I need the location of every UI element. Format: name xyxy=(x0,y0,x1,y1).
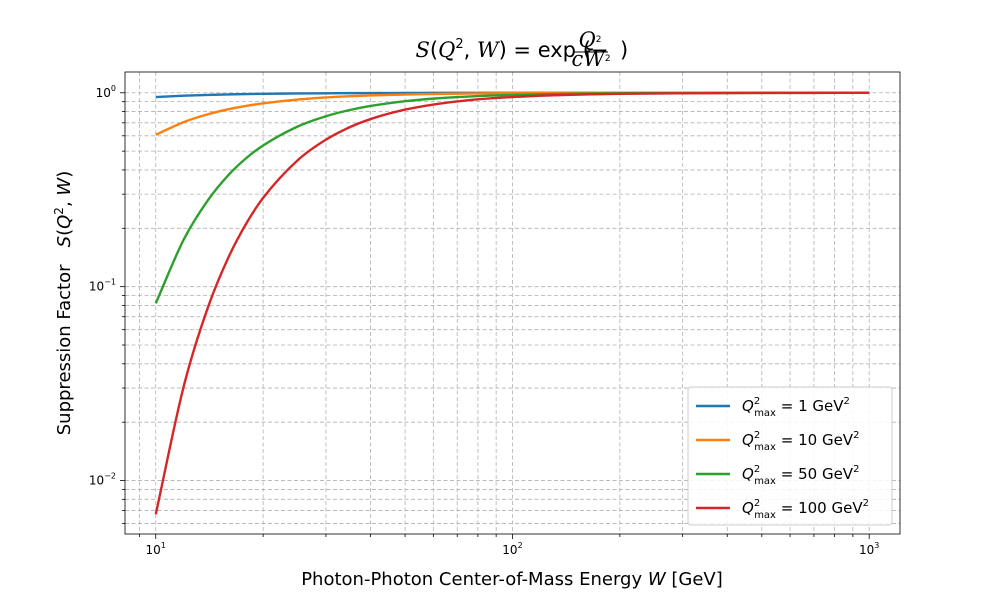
legend: Q2 max = 1 GeV2 Q2 max = 10 GeV2 Q2 max = 50 … xyxy=(687,386,893,526)
y-tick-label: 10−2 xyxy=(89,472,116,488)
y-tick-label: 10−1 xyxy=(89,278,116,294)
svg-text:cW2: cW2 xyxy=(571,47,610,71)
tick-layer: 101 102 103 10−2 10−1 100 xyxy=(89,84,879,557)
legend-entry: Q2 max = 100 GeV2 xyxy=(742,498,869,521)
y-tick-label: 100 xyxy=(96,84,116,100)
legend-entry: Q2 max = 1 GeV2 xyxy=(742,396,850,419)
y-axis-label: Suppression Factor S(Q2, W) xyxy=(52,171,75,436)
x-tick-label: 102 xyxy=(502,541,522,557)
series-line xyxy=(154,91,870,515)
x-tick-label: 103 xyxy=(859,541,879,557)
chart-title: S(Q2, W) = exp (− xyxy=(416,37,609,62)
title-fraction: Q2 cW2 ) xyxy=(571,28,628,71)
legend-box xyxy=(687,386,893,526)
x-tick-label: 101 xyxy=(146,541,166,557)
series-layer xyxy=(154,91,870,515)
legend-entry: Q2 max = 10 GeV2 xyxy=(742,430,859,453)
svg-text:): ) xyxy=(620,38,628,62)
svg-text:Q2: Q2 xyxy=(579,28,602,52)
x-axis-label: Photon-Photon Center-of-Mass Energy W [G… xyxy=(301,569,723,590)
legend-entry: Q2 max = 50 GeV2 xyxy=(742,464,859,487)
